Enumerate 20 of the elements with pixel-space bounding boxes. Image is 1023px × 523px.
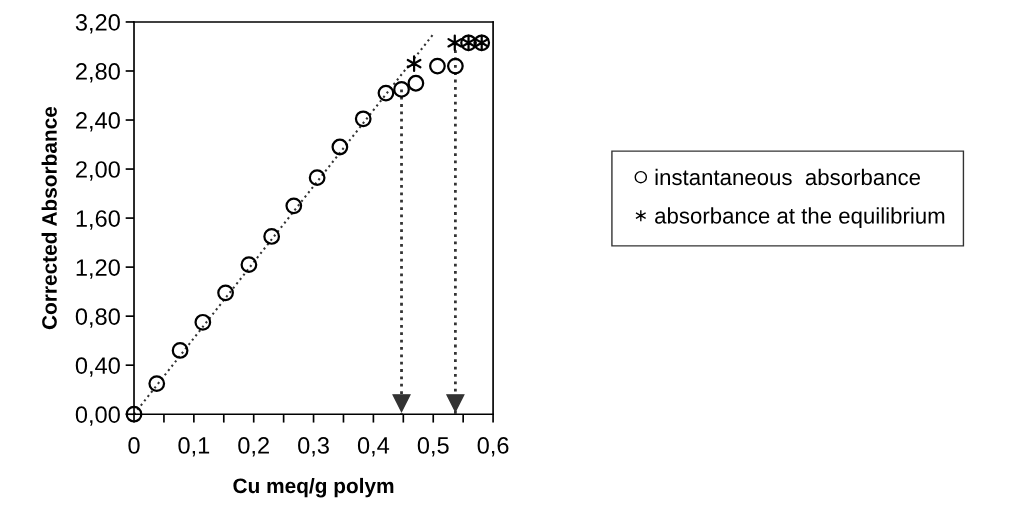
y-tick-label: 3,20 bbox=[75, 14, 120, 34]
legend-label: instantaneous absorbance bbox=[655, 168, 921, 186]
x-tick-label: 0,6 bbox=[477, 437, 509, 457]
y-tick-label: 2,80 bbox=[76, 63, 120, 83]
y-tick-label: 0,00 bbox=[75, 406, 120, 426]
x-tick-label: 0 bbox=[128, 437, 140, 454]
x-tick-label: 0,4 bbox=[357, 437, 390, 457]
x-tick-label: 0,5 bbox=[417, 437, 449, 457]
x-axis-title: Cu meq/g polym bbox=[233, 477, 394, 498]
y-tick-label: 1,60 bbox=[76, 210, 120, 230]
x-tick-label: 0,2 bbox=[238, 437, 269, 457]
y-axis-title: Corrected Absorbance bbox=[41, 106, 57, 330]
y-tick-label: 1,20 bbox=[76, 259, 120, 279]
x-tick-label: 0,3 bbox=[298, 437, 329, 457]
y-tick-label: 0,40 bbox=[75, 357, 120, 377]
x-tick-label: 0,1 bbox=[178, 437, 210, 457]
y-tick-label: 0,80 bbox=[75, 308, 120, 328]
legend-label: absorbance at the equilibrium bbox=[655, 207, 945, 229]
y-tick-label: 2,00 bbox=[76, 161, 120, 181]
y-tick-label: 2,40 bbox=[76, 112, 120, 132]
